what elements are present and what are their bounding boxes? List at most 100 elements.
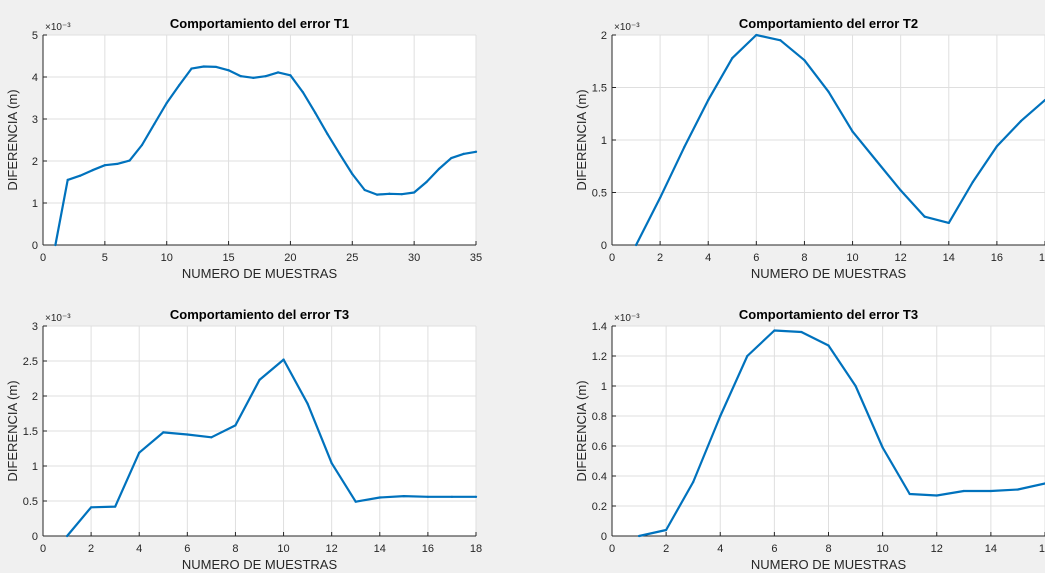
data-point: [402, 495, 405, 498]
data-point: [899, 189, 902, 192]
x-tick-label: 2: [657, 252, 663, 264]
data-point: [289, 74, 292, 77]
chart-panel-3: 0 2 4 6 8 10 12 14 16 18 0 0.5 1 1.5 2 2.5 3 ×10⁻³ Comport…: [5, 307, 482, 572]
x-tick-label: 0: [40, 543, 46, 555]
y-tick-label: 0: [32, 531, 38, 543]
chart-panel-2: 0 2 4 6 8 10 12 14 16 18 0 0.5 1 1.5 2 ×10⁻³ Comportamie…: [574, 16, 1045, 281]
data-point: [908, 492, 911, 496]
series-line: [634, 33, 1045, 247]
y-tick-label: 0: [32, 240, 38, 252]
data-point: [116, 162, 119, 166]
data-point: [326, 133, 329, 136]
x-tick-label: 10: [846, 252, 858, 264]
data-point: [962, 489, 965, 493]
y-tick-label: 1: [601, 381, 607, 393]
data-point: [227, 69, 230, 72]
x-tick-label: 16: [422, 543, 434, 555]
data-point: [773, 329, 776, 332]
data-point: [413, 191, 416, 194]
y-tick-label: 0.4: [592, 471, 607, 483]
x-tick-label: 8: [801, 252, 807, 264]
y-tick-label: 0.8: [592, 411, 607, 423]
y-tick-label: 0.6: [592, 441, 607, 453]
data-point: [190, 67, 193, 70]
y-axis-label: DIFERENCIA (m): [574, 380, 589, 481]
data-point: [378, 496, 381, 499]
x-tick-label: 8: [232, 543, 238, 555]
data-point: [731, 57, 734, 60]
y-tick-label: 2.5: [23, 356, 38, 368]
data-point: [462, 152, 465, 155]
x-tick-label: 6: [184, 543, 190, 555]
chart-title: Comportamiento del error T3: [170, 307, 349, 322]
y-tick-label: 1.4: [592, 321, 607, 333]
data-point: [165, 101, 168, 105]
data-point: [215, 65, 218, 69]
data-point: [351, 172, 354, 176]
y-tick-label: 3: [32, 321, 38, 333]
x-tick-label: 14: [985, 543, 997, 555]
data-point: [65, 534, 69, 538]
data-point: [1016, 488, 1020, 491]
data-point: [683, 146, 686, 149]
data-point: [177, 84, 181, 87]
data-point: [827, 90, 830, 93]
y-tick-label: 0: [601, 240, 607, 252]
data-point: [91, 169, 94, 172]
data-point: [306, 402, 309, 405]
data-point: [947, 221, 950, 225]
y-exponent-label: ×10⁻³: [614, 22, 640, 33]
data-point: [301, 91, 304, 94]
data-point: [186, 433, 189, 436]
x-axis-label: NUMERO DE MUESTRAS: [182, 266, 338, 281]
x-axis-label: NUMERO DE MUESTRAS: [751, 266, 907, 281]
x-tick-label: 6: [753, 252, 759, 264]
data-point: [425, 180, 428, 184]
y-axis-label: DIFERENCIA (m): [5, 89, 20, 190]
x-tick-label: 18: [1039, 252, 1045, 264]
data-point: [935, 494, 938, 497]
data-point: [252, 76, 255, 79]
x-tick-label: 2: [663, 543, 669, 555]
data-point: [210, 436, 213, 439]
data-point: [314, 111, 317, 114]
data-point: [989, 489, 992, 493]
x-tick-label: 35: [470, 252, 482, 264]
x-axis-label: NUMERO DE MUESTRAS: [751, 557, 907, 572]
data-point: [354, 500, 357, 503]
y-axis-label: DIFERENCIA (m): [574, 89, 589, 190]
data-point: [239, 75, 243, 78]
y-tick-label: 1.5: [592, 83, 607, 95]
data-point: [114, 505, 117, 508]
data-point: [450, 156, 453, 160]
y-tick-label: 0.5: [592, 188, 607, 200]
data-point: [400, 193, 403, 196]
x-tick-label: 14: [943, 252, 955, 264]
x-tick-label: 5: [102, 252, 108, 264]
data-point: [875, 159, 878, 163]
x-tick-label: 20: [284, 252, 296, 264]
chart-title: Comportamiento del error T1: [170, 16, 349, 31]
chart-title: Comportamiento del error T3: [739, 307, 918, 322]
data-point: [66, 178, 69, 181]
data-point: [692, 480, 695, 484]
data-point: [258, 378, 261, 381]
y-tick-label: 5: [32, 30, 38, 42]
y-tick-label: 2: [32, 391, 38, 403]
y-tick-label: 1.2: [592, 351, 607, 363]
data-point: [363, 188, 366, 192]
y-tick-label: 3: [32, 114, 38, 126]
data-point: [375, 193, 379, 196]
series-line: [65, 358, 478, 538]
data-point: [330, 462, 333, 465]
x-tick-label: 12: [326, 543, 338, 555]
chart-panel-1: 0 5 10 15 20 25 30 35 0 1 2 3 4 5 ×10⁻³ Comportamiento …: [5, 16, 482, 281]
y-exponent-label: ×10⁻³: [614, 313, 640, 324]
y-exponent-label: ×10⁻³: [45, 22, 71, 33]
data-point: [659, 196, 662, 199]
y-tick-label: 0.2: [592, 501, 607, 513]
x-tick-label: 10: [877, 543, 889, 555]
x-axis-label: NUMERO DE MUESTRAS: [182, 557, 338, 572]
x-tick-label: 6: [771, 543, 777, 555]
